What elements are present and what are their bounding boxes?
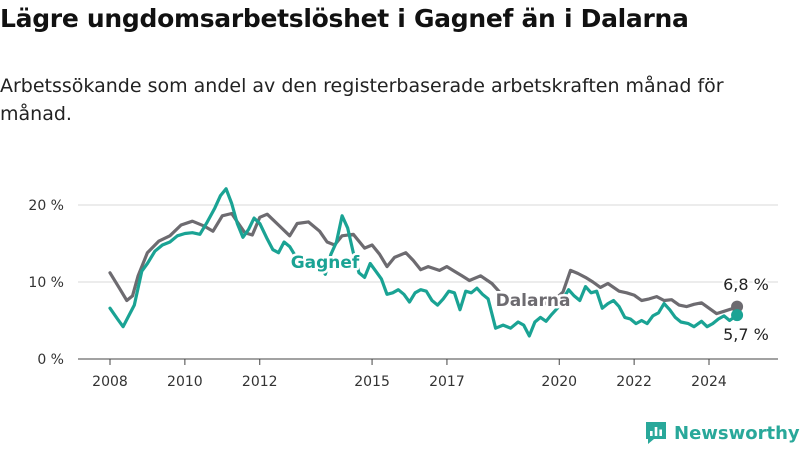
x-tick-label: 2020 xyxy=(541,374,577,390)
series-line-gagnef xyxy=(108,187,739,338)
x-tick-label: 2017 xyxy=(429,374,465,390)
series-label-gagnef: Gagnef xyxy=(291,253,360,273)
x-tick-label: 2012 xyxy=(242,374,278,390)
series-line-dalarna xyxy=(108,211,739,316)
x-tick-label: 2022 xyxy=(616,374,652,390)
x-tick-label: 2024 xyxy=(691,374,727,390)
x-tick-label: 2010 xyxy=(167,374,203,390)
series-label-dalarna: Dalarna xyxy=(496,291,571,311)
end-point-gagnef xyxy=(731,309,744,322)
chart-subtitle: Arbetssökande som andel av den registerb… xyxy=(0,75,724,125)
x-tick-label: 2008 xyxy=(92,374,128,390)
brand-name: Newsworthy xyxy=(674,422,800,444)
newsworthy-logo-icon xyxy=(646,422,666,444)
x-tick-label: 2015 xyxy=(354,374,390,390)
end-value-label-dalarna: 6,8 % xyxy=(723,275,769,294)
end-value-label-gagnef: 5,7 % xyxy=(723,325,769,344)
newsworthy-logo: Newsworthy xyxy=(644,418,800,448)
chart-title: Lägre ungdomsarbetslöshet i Gagnef än i … xyxy=(0,4,689,33)
end-point-dalarna xyxy=(731,300,744,313)
y-tick-label: 0 % xyxy=(37,352,64,368)
y-tick-label: 20 % xyxy=(28,198,64,214)
y-tick-label: 10 % xyxy=(28,275,64,291)
